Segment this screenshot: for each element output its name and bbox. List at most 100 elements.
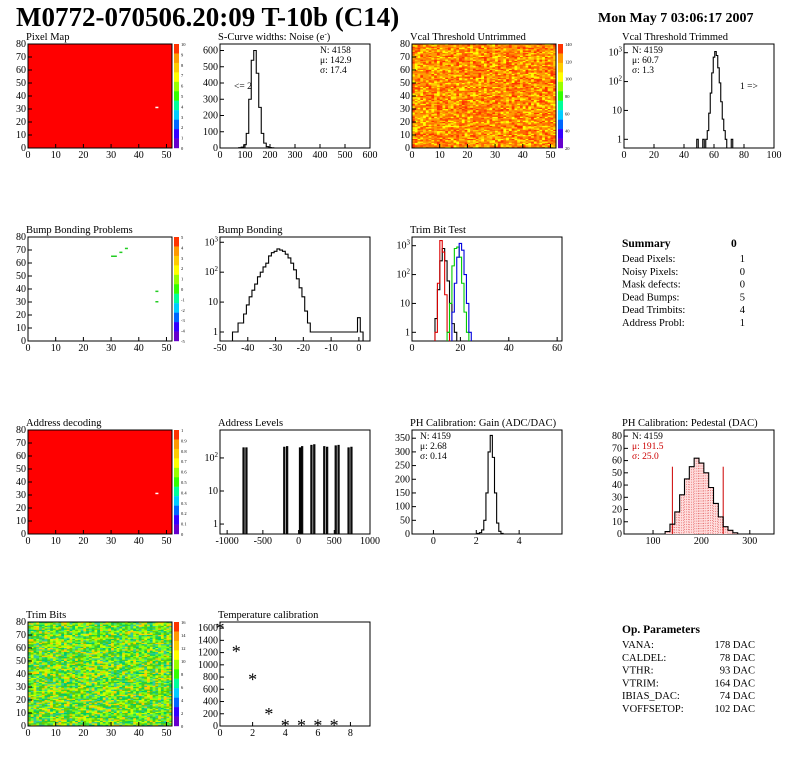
ph-gain-xlabel-2: 4 [517,536,522,547]
bump-bonding-ylabel-1: 10 [208,297,218,308]
address-decoding-spot-0 [155,492,159,495]
address-decoding-palette-4 [174,467,179,478]
ph-gain-ylabel-0: 0 [405,529,410,540]
scurve-noise-ylabel-2: 200 [203,111,218,122]
ph-pedestal-bar-0 [665,531,670,534]
bump-bonding-xlabel-4: -10 [324,343,337,354]
bump-problems-xlabel-2: 20 [78,343,88,354]
scurve-noise-ylabel-3: 300 [203,94,218,105]
pixel-map-palette-5 [174,91,179,101]
bump-problems-ylabel-8: 80 [16,232,26,243]
temperature-calibration-xlabel-0: 0 [218,728,223,739]
trim-bit-test-ylabel-2: 102 [397,268,411,281]
summary-label-1: Noisy Pixels: [622,267,678,278]
ph-pedestal-bar-3 [679,494,685,534]
temperature-calibration-ylabel-3: 600 [203,684,218,695]
address-levels-ylabel-2: 102 [205,451,219,464]
vcal-untrimmed-xlabel-1: 10 [435,150,445,161]
address-decoding-fill [28,430,172,534]
address-levels-xlabel-3: 500 [327,536,342,547]
vcal-untrimmed-palette-4 [558,81,563,92]
address-decoding-palette-0 [174,430,179,440]
address-levels-xlabel-0: -1000 [215,536,238,547]
address-levels-spike-1 [245,447,248,534]
address-decoding-palette-5 [174,477,179,487]
ph-pedestal-bar-4 [684,478,690,534]
trim-bits-scale-tick-2: 4 [181,698,184,703]
ph-gain-xlabel-1: 2 [474,536,479,547]
summary-value-0: 1 [740,254,745,265]
address-levels-ylabel-1: 10 [208,486,218,497]
trim-bits-palette-8 [174,697,179,708]
trim-bit-test-xlabel-1: 20 [455,343,465,354]
vcal-untrimmed-palette-8 [558,119,563,130]
op-params-panel: Op. Parameters VANA: 178 DAC CALDEL: 78 DAC V… [622,624,755,715]
scurve-noise-note: <= 2 [234,82,252,92]
address-levels-panel: Address Levels -1000 -500 0 500 1000 1 10 102 [205,418,381,547]
bump-problems-xlabel-0: 0 [26,343,31,354]
address-levels-spike-5 [301,446,304,534]
address-levels-xlabel-1: -500 [254,536,272,547]
summary-title: Summary [622,238,671,250]
pixel-map-scale-tick-9: 9 [181,52,184,57]
ph-pedestal-bar-9 [708,487,714,534]
vcal-untrimmed-palette-0 [558,44,563,54]
pixel-map-palette-7 [174,110,179,120]
summary-value-3: 5 [740,292,745,303]
trim-bits-xlabel-1: 10 [51,728,61,739]
ph-gain-stat-0: N: 4159 [420,432,451,442]
vcal-untrimmed-ylabel-6: 60 [400,65,410,76]
page-title: M0772-070506.20:09 T-10b (C14) [16,2,400,32]
temperature-calibration-point-5: * [297,715,306,735]
bump-problems-scale-tick-10: 5 [181,235,184,240]
bump-problems-palette-3 [174,265,179,276]
address-decoding-ylabel-7: 70 [16,438,26,449]
trim-bit-test-ylabel-3: 103 [397,239,411,252]
vcal-trimmed-stat-1: μ: 60.7 [632,56,659,66]
address-decoding-palette-10 [174,524,179,535]
temperature-calibration-ylabel-6: 1200 [198,648,218,659]
ph-gain-ylabel-7: 350 [395,433,410,444]
ph-pedestal-xlabel-2: 300 [742,536,757,547]
bump-problems-scale-tick-4: -1 [181,297,185,302]
vcal-trimmed-ylabel-3: 103 [609,46,623,59]
vcal-untrimmed-palette-10 [558,138,563,149]
pixel-map-scale-tick-7: 7 [181,73,184,78]
summary-value-5: 1 [740,318,745,329]
scurve-noise-panel: S-Curve widths: Noise (e-) 0 100 200 300 400 5… [203,30,378,161]
pixel-map-xlabel-5: 50 [161,150,171,161]
vcal-trimmed-ylabel-2: 102 [609,75,623,88]
op-params-value-2: 93 DAC [720,666,755,677]
bump-bonding-frame [219,236,371,342]
address-levels-title: Address Levels [218,418,283,429]
pixel-map-ylabel-4: 40 [16,91,26,102]
trim-bits-palette-3 [174,650,179,661]
ph-gain-ylabel-3: 150 [395,488,410,499]
pixel-map-title: Pixel Map [26,32,69,43]
pixel-map-palette-10 [174,138,179,149]
trim-bits-scale-tick-3: 6 [181,685,184,690]
op-params-label-4: IBIAS_DAC: [622,691,680,702]
trim-bits-palette-4 [174,659,179,670]
address-decoding-xlabel-5: 50 [161,536,171,547]
vcal-trimmed-title: Vcal Threshold Trimmed [622,32,729,43]
pixel-map-scale-tick-4: 4 [181,104,184,109]
vcal-untrimmed-palette-9 [558,129,563,139]
trim-bits-ylabel-7: 70 [16,630,26,641]
trim-bits-scale-tick-6: 12 [181,646,186,651]
bump-problems-spot-1 [113,255,117,257]
vcal-untrimmed-scale-tick-1: 40 [565,129,570,134]
temperature-calibration-xlabel-2: 4 [283,728,288,739]
trim-bits-ylabel-0: 0 [21,721,26,732]
bump-problems-xlabel-3: 30 [106,343,116,354]
temperature-calibration-point-7: * [330,715,339,735]
temperature-calibration-ylabel-1: 200 [203,709,218,720]
address-decoding-scale-tick-8: 0.8 [181,449,187,454]
ph-pedestal-bar-10 [713,503,719,534]
temperature-calibration-ylabel-8: 1600 [198,623,218,634]
vcal-untrimmed-xlabel-5: 50 [545,150,555,161]
bump-problems-title: Bump Bonding Problems [26,225,133,236]
trim-bit-test-panel: Trim Bit Test 0 20 40 60 1 10 102 103 [397,225,563,354]
